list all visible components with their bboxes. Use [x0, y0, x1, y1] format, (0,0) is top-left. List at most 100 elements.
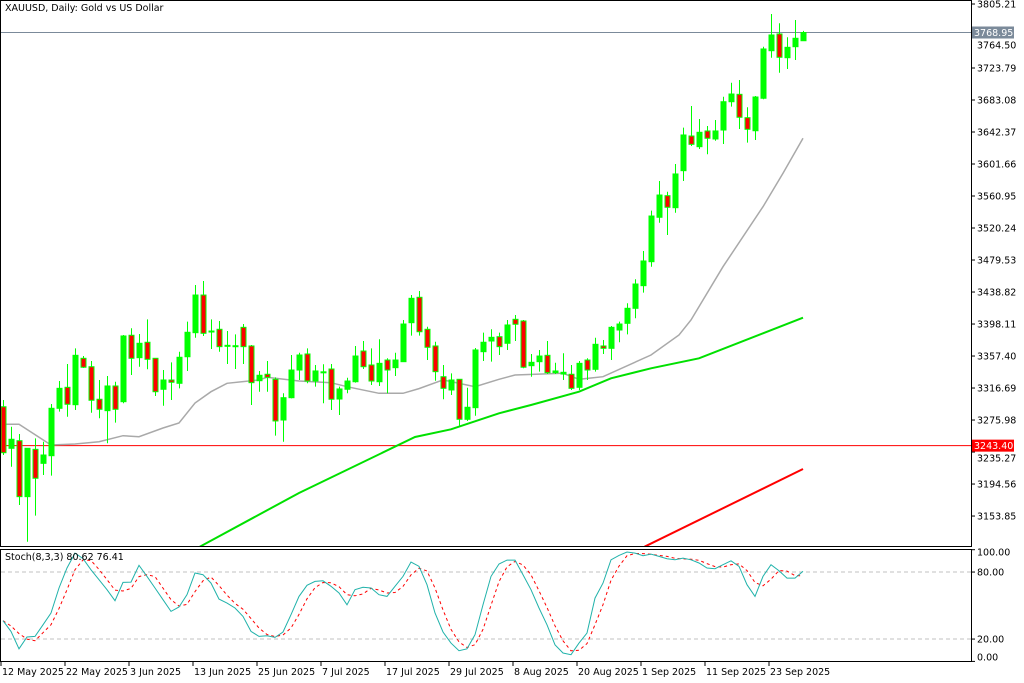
candle-body-bear	[440, 376, 447, 389]
candle	[720, 96, 727, 145]
candle-body-bull	[592, 343, 599, 370]
candle	[192, 284, 199, 338]
candle-body-bear	[128, 334, 135, 359]
stochastic-lines	[2, 551, 804, 656]
candle-body-bull	[752, 96, 759, 132]
candle	[168, 362, 175, 400]
candle-body-bear	[112, 385, 119, 410]
candle-body-bear	[688, 135, 695, 145]
candle	[760, 46, 767, 100]
candle-body-bear	[1, 406, 7, 454]
candle	[384, 358, 391, 394]
candle-body-bear	[456, 378, 463, 420]
candle	[360, 341, 367, 369]
candle-body-bull	[104, 385, 111, 412]
candle-body-bull	[288, 369, 295, 399]
candle	[56, 381, 63, 412]
candle	[24, 447, 31, 542]
candle-body-bull	[184, 331, 191, 358]
candle-body-bull	[8, 438, 15, 449]
candle	[144, 319, 151, 370]
candle	[688, 105, 695, 146]
candle-body-bear	[144, 341, 151, 360]
candle	[408, 295, 415, 336]
candle	[712, 119, 719, 141]
candle-body-bull	[640, 260, 647, 287]
candle	[224, 331, 231, 364]
candle-body-bear	[384, 359, 391, 371]
candle-body-bull	[280, 397, 287, 421]
candle	[8, 426, 15, 467]
time-tick-label: 8 Aug 2025	[514, 667, 569, 678]
candle-body-bull	[320, 371, 327, 374]
candle-body-bull	[400, 323, 407, 363]
candle	[88, 360, 95, 413]
main-panel-border	[0, 0, 972, 547]
candle	[112, 381, 119, 423]
candle-body-bull	[624, 307, 631, 324]
candle	[296, 352, 303, 381]
candle	[608, 325, 615, 361]
candle-body-bull	[256, 374, 263, 382]
price-tick-label: 3683.08	[977, 96, 1016, 107]
candle	[272, 377, 279, 436]
price-tick-label: 3479.53	[977, 256, 1016, 267]
candle-body-bull	[632, 283, 639, 309]
candle	[176, 351, 183, 389]
candle	[528, 353, 535, 377]
candles	[1, 13, 807, 542]
candle-body-bear	[88, 366, 95, 401]
candle-body-bear	[496, 336, 503, 348]
candle	[456, 378, 463, 426]
price-tick-label: 3357.40	[977, 352, 1016, 363]
price-tick-label: 3520.24	[977, 224, 1016, 235]
candle-body-bull	[24, 447, 31, 498]
candle	[440, 364, 447, 400]
candle	[16, 434, 23, 505]
candle	[376, 339, 383, 386]
candle	[64, 363, 71, 417]
time-tick-label: 3 Jun 2025	[130, 667, 181, 678]
candle-body-bull	[464, 406, 471, 420]
candle	[208, 319, 215, 350]
candle-body-bull	[56, 387, 63, 409]
candle-body-bear	[416, 296, 423, 333]
price-axis[interactable]: 3805.21 3764.50 3723.79 3683.08 3642.37 3601.…	[971, 0, 1016, 523]
candle-body-bear	[360, 350, 367, 368]
time-tick-label: 22 May 2025	[66, 667, 128, 678]
stoch-panel-border	[0, 549, 972, 662]
candle	[184, 321, 191, 371]
candle	[80, 356, 87, 368]
candle	[496, 332, 503, 356]
candle-body-bull	[768, 34, 775, 52]
stoch-axis: 100.00 80.00 20.00 0.00	[971, 548, 1010, 663]
candle	[544, 341, 551, 375]
candle	[344, 377, 351, 394]
candle-body-bear	[168, 379, 175, 383]
time-tick-label: 12 May 2025	[2, 667, 64, 678]
candle-body-bear	[424, 328, 431, 348]
candle-body-bear	[224, 344, 231, 347]
time-axis[interactable]: 12 May 2025 22 May 2025 3 Jun 2025 13 Jun 2…	[0, 662, 830, 678]
candle-body-bear	[584, 359, 591, 371]
candle	[536, 349, 543, 372]
candle-body-bull	[296, 354, 303, 371]
price-tick-label: 3316.69	[977, 384, 1016, 395]
candle	[32, 438, 39, 516]
candle-body-bear	[96, 398, 103, 410]
candle-body-bear	[432, 345, 439, 373]
time-tick-label: 7 Jul 2025	[322, 667, 370, 678]
stoch-tick-label: 20.00	[977, 635, 1004, 646]
candle	[136, 334, 143, 367]
candle-body-bull	[192, 294, 199, 334]
candle-body-bear	[16, 440, 23, 498]
current-price-label: 3768.95	[974, 28, 1013, 39]
candle	[328, 363, 335, 411]
candle	[640, 251, 647, 293]
candle-body-bull	[160, 379, 167, 390]
candle-body-bear	[368, 364, 375, 382]
candle-body-bear	[704, 130, 711, 139]
candle	[704, 126, 711, 155]
candle	[600, 339, 607, 354]
